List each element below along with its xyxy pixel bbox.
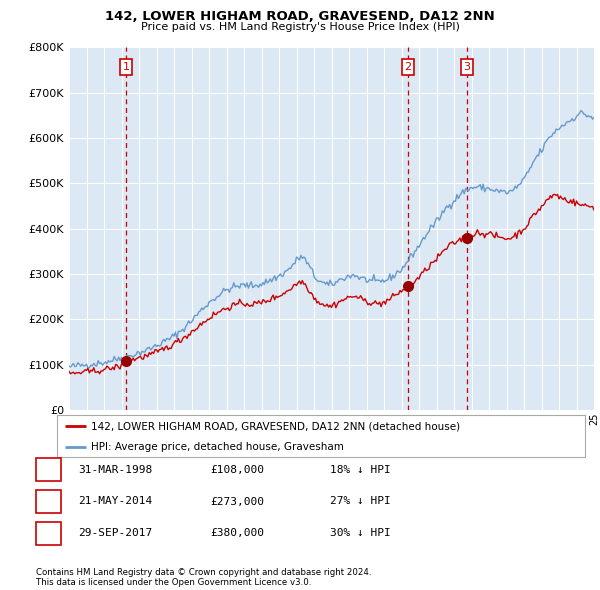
Text: Price paid vs. HM Land Registry's House Price Index (HPI): Price paid vs. HM Land Registry's House … — [140, 22, 460, 32]
Text: 31-MAR-1998: 31-MAR-1998 — [78, 465, 152, 474]
Text: 2: 2 — [45, 497, 52, 506]
Text: 142, LOWER HIGHAM ROAD, GRAVESEND, DA12 2NN: 142, LOWER HIGHAM ROAD, GRAVESEND, DA12 … — [105, 10, 495, 23]
Text: 1: 1 — [122, 62, 130, 72]
Text: 18% ↓ HPI: 18% ↓ HPI — [330, 465, 391, 474]
Text: £108,000: £108,000 — [210, 465, 264, 474]
Text: Contains HM Land Registry data © Crown copyright and database right 2024.: Contains HM Land Registry data © Crown c… — [36, 568, 371, 577]
Text: £273,000: £273,000 — [210, 497, 264, 506]
Text: 1: 1 — [45, 465, 52, 474]
Text: £380,000: £380,000 — [210, 529, 264, 538]
Text: 27% ↓ HPI: 27% ↓ HPI — [330, 497, 391, 506]
Text: HPI: Average price, detached house, Gravesham: HPI: Average price, detached house, Grav… — [91, 442, 344, 451]
Text: 3: 3 — [464, 62, 470, 72]
Text: 30% ↓ HPI: 30% ↓ HPI — [330, 529, 391, 538]
Text: 142, LOWER HIGHAM ROAD, GRAVESEND, DA12 2NN (detached house): 142, LOWER HIGHAM ROAD, GRAVESEND, DA12 … — [91, 421, 460, 431]
Text: 3: 3 — [45, 529, 52, 538]
Text: 29-SEP-2017: 29-SEP-2017 — [78, 529, 152, 538]
Text: 2: 2 — [404, 62, 412, 72]
Text: This data is licensed under the Open Government Licence v3.0.: This data is licensed under the Open Gov… — [36, 578, 311, 587]
Text: 21-MAY-2014: 21-MAY-2014 — [78, 497, 152, 506]
